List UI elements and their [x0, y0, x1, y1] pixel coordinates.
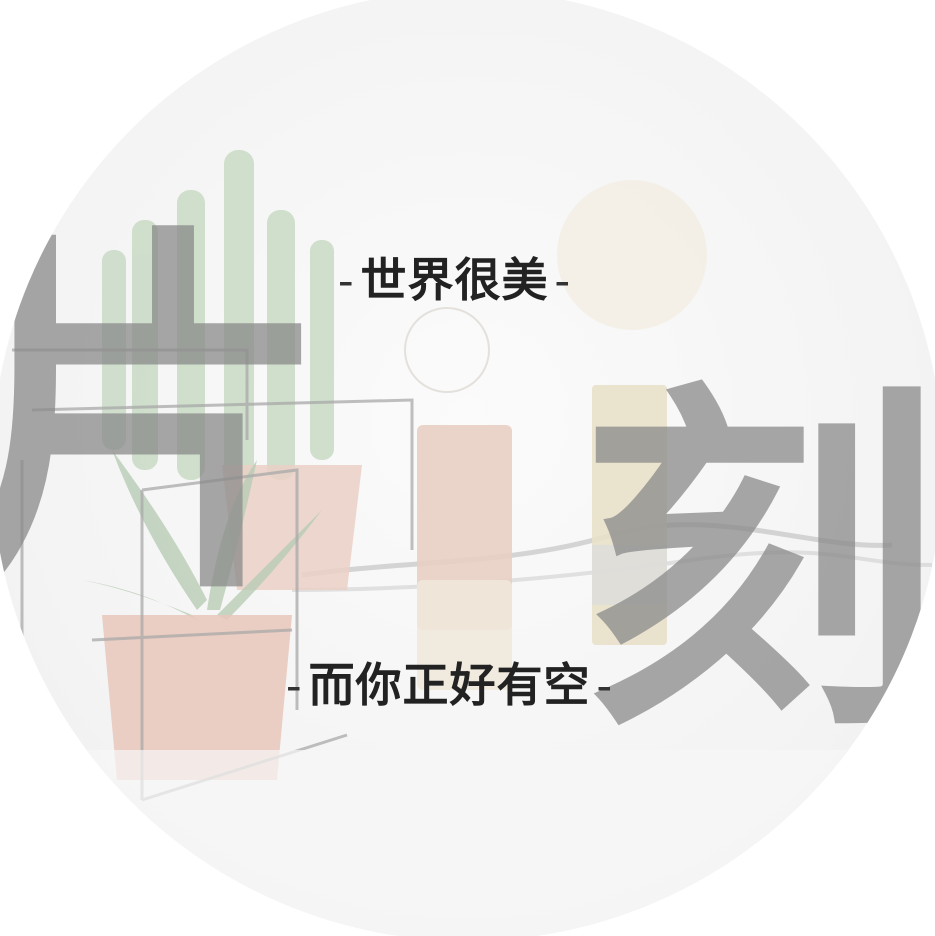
table-surface	[0, 750, 935, 936]
pot-front	[102, 615, 292, 780]
copper-lamp	[417, 425, 512, 630]
tall-cactus	[102, 150, 334, 480]
pot-back	[222, 465, 362, 590]
dash-left: -	[286, 658, 303, 712]
headline-top: - 世界很美 -	[332, 244, 577, 310]
edison-bulb	[404, 307, 490, 393]
headline-top-text: 世界很美	[360, 253, 549, 307]
headline-bottom-text: 而你正好有空	[308, 658, 591, 712]
copper-lamp-base	[417, 580, 512, 690]
dash-left: -	[338, 253, 355, 307]
brass-lamp-band	[592, 545, 667, 605]
headline-bottom: - 而你正好有空 -	[280, 649, 619, 715]
dash-right: -	[596, 658, 614, 712]
globe-bulb	[557, 180, 707, 330]
dash-right: -	[554, 253, 572, 307]
large-character-first: 片	[0, 193, 332, 640]
wire-frame	[12, 348, 414, 802]
large-character-second: 刻	[582, 352, 935, 775]
